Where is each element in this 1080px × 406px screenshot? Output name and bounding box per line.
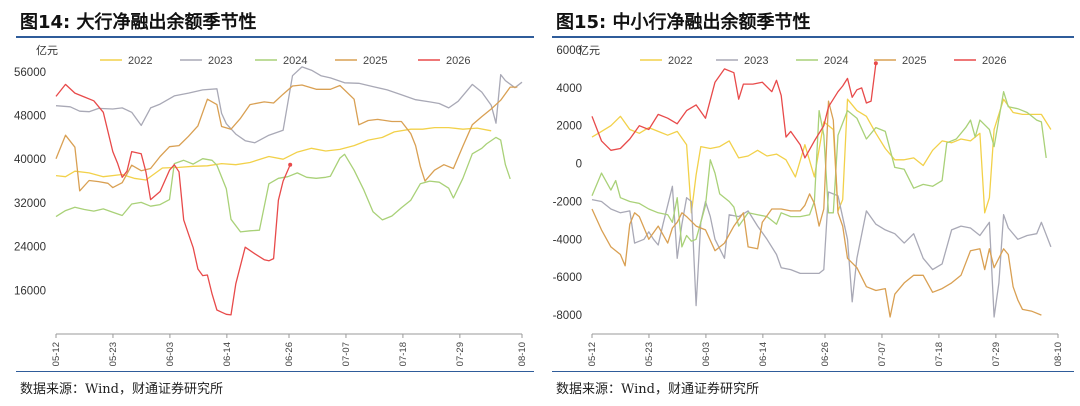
- legend-label-2026: 2026: [446, 55, 470, 67]
- y-tick-label: 4000: [556, 83, 582, 95]
- y-tick-label: 24000: [14, 242, 46, 254]
- y-tick-label: 56000: [14, 67, 46, 79]
- right-line-chart: 亿元 -8000 -6000 -4000 -2000 0 2000 4000 6000 05-12…: [553, 44, 1064, 366]
- y-tick-label: 6000: [556, 45, 582, 57]
- legend-label-2026: 2026: [982, 55, 1006, 67]
- legend-label-2024: 2024: [824, 55, 848, 67]
- legend-label-2025: 2025: [363, 55, 387, 67]
- series-line-2025: [55, 84, 518, 192]
- x-tick-label: 06-03: [701, 342, 712, 366]
- title-divider: [16, 36, 534, 38]
- x-tick-label: 07-29: [455, 342, 466, 366]
- x-tick-label: 08-10: [517, 342, 528, 366]
- source-note: 数据来源：Wind，财通证券研究所: [556, 382, 759, 397]
- series-endpoint-2026: [873, 61, 878, 66]
- chart-title: 图14: 大行净融出余额季节性: [20, 12, 257, 33]
- x-tick-label: 08-10: [1053, 342, 1064, 366]
- source-note: 数据来源：Wind，财通证券研究所: [20, 382, 223, 397]
- y-tick-label: -2000: [553, 196, 582, 208]
- x-tick-label: 06-26: [820, 342, 831, 366]
- y-tick-label: -6000: [553, 272, 582, 284]
- series-line-2026: [591, 63, 877, 159]
- series-endpoint-2026: [288, 162, 293, 167]
- x-tick-label: 06-14: [222, 342, 233, 366]
- left-chart-panel: 图14: 大行净融出余额季节性 亿元 16000 24000 32000 40000 48…: [14, 12, 534, 397]
- series-line-2023: [55, 66, 523, 144]
- y-tick-label: 16000: [14, 285, 46, 297]
- x-tick-label: 06-03: [165, 342, 176, 366]
- y-tick-label: 2000: [556, 121, 582, 133]
- series-line-2024: [591, 91, 1047, 248]
- y-unit-label: 亿元: [578, 44, 600, 57]
- y-tick-label: 32000: [14, 198, 46, 210]
- title-divider: [552, 36, 1074, 38]
- legend-label-2022: 2022: [668, 55, 692, 67]
- x-tick-label: 05-23: [644, 342, 655, 366]
- y-tick-label: 40000: [14, 154, 46, 166]
- series-line-2025: [591, 100, 1042, 318]
- series-line-2023: [591, 185, 1052, 318]
- x-tick-label: 05-23: [108, 342, 119, 366]
- series-line-2026: [55, 83, 291, 316]
- legend-label-2023: 2023: [744, 55, 768, 67]
- x-tick-label: 07-07: [341, 342, 352, 366]
- x-tick-label: 05-12: [587, 342, 598, 366]
- y-tick-label: 0: [576, 159, 582, 171]
- x-tick-label: 07-18: [934, 342, 945, 366]
- x-tick-label: 05-12: [51, 342, 62, 366]
- y-unit-label: 亿元: [36, 44, 58, 57]
- left-line-chart: 亿元 16000 24000 32000 40000 48000 56000 05-12 05-…: [14, 44, 528, 366]
- x-tick-label: 07-07: [877, 342, 888, 366]
- chart-title: 图15: 中小行净融出余额季节性: [556, 12, 811, 33]
- legend-label-2022: 2022: [128, 55, 152, 67]
- bottom-divider: [552, 371, 1074, 372]
- series-line-2022: [55, 126, 492, 181]
- legend-label-2023: 2023: [208, 55, 232, 67]
- series-line-2022: [591, 98, 1052, 214]
- y-tick-label: 48000: [14, 111, 46, 123]
- legend-label-2024: 2024: [283, 55, 307, 67]
- x-tick-label: 07-29: [991, 342, 1002, 366]
- series-line-2024: [55, 136, 511, 233]
- bottom-divider: [16, 371, 534, 372]
- x-tick-label: 07-18: [398, 342, 409, 366]
- x-tick-label: 06-26: [284, 342, 295, 366]
- x-tick-label: 06-14: [758, 342, 769, 366]
- y-tick-label: -4000: [553, 234, 582, 246]
- y-tick-label: -8000: [553, 310, 582, 322]
- legend-label-2025: 2025: [902, 55, 926, 67]
- right-chart-panel: 图15: 中小行净融出余额季节性 亿元 -8000 -6000 -4000 -2000 0…: [548, 0, 1080, 406]
